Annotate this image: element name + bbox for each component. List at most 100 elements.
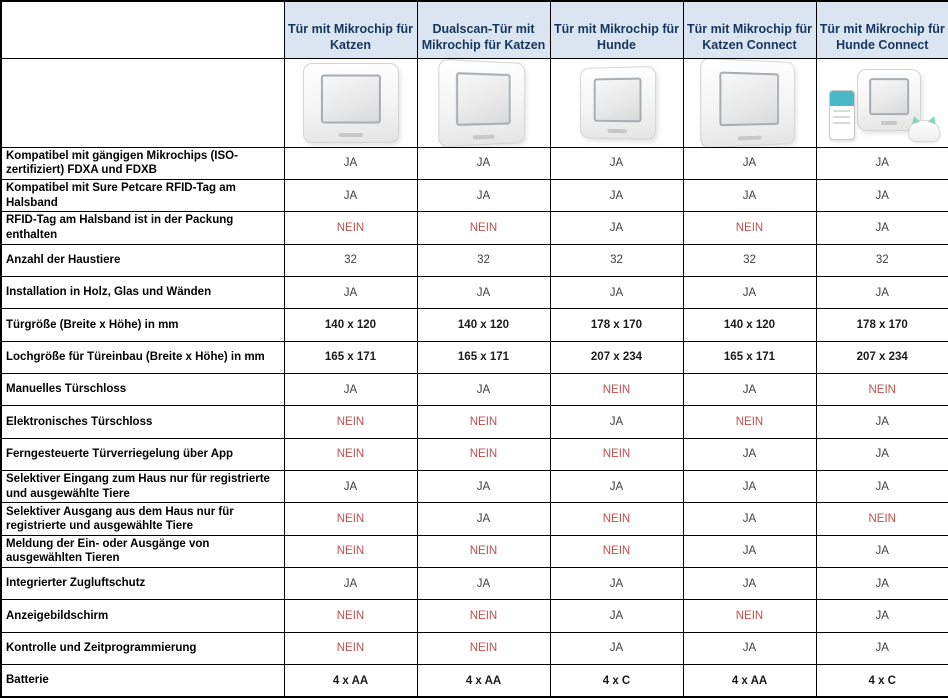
feature-value: JA [549, 631, 684, 666]
feature-value: 207 x 234 [815, 340, 948, 374]
feature-value: 207 x 234 [549, 340, 684, 374]
feature-value: JA [682, 372, 817, 407]
feature-value: NEIN [283, 437, 418, 471]
feature-value: JA [815, 534, 948, 568]
pet-flap-icon [579, 65, 656, 140]
feature-value: JA [549, 211, 684, 245]
feature-value: JA [682, 437, 817, 471]
feature-label: Türgröße (Breite x Höhe) in mm [0, 308, 285, 342]
feature-value: NEIN [815, 372, 948, 407]
feature-value: JA [283, 469, 418, 504]
feature-value: NEIN [416, 437, 551, 471]
feature-value: NEIN [283, 502, 418, 536]
feature-value: NEIN [283, 534, 418, 568]
feature-value: 4 x AA [682, 664, 817, 698]
feature-value: 178 x 170 [815, 308, 948, 342]
feature-value: JA [815, 405, 948, 439]
feature-label: Kompatibel mit Sure Petcare RFID-Tag am … [0, 178, 285, 213]
feature-value: JA [682, 275, 817, 310]
feature-label: Selektiver Eingang zum Haus nur für regi… [0, 469, 285, 504]
app-content-line [833, 109, 850, 112]
feature-value: JA [416, 275, 551, 310]
feature-row: Türgröße (Breite x Höhe) in mm 140 x 120 1… [0, 308, 948, 342]
feature-value: JA [682, 502, 817, 536]
app-content-line [833, 121, 850, 124]
feature-value: JA [815, 275, 948, 310]
feature-value: JA [682, 534, 817, 568]
column-header-4: Tür mit Mikrochip für Katzen Connect [682, 0, 817, 59]
flap-opening [869, 77, 910, 116]
cat-flap-connect-icon [684, 59, 815, 146]
feature-label: Lochgröße für Türeinbau (Breite x Höhe) … [0, 340, 285, 374]
feature-value: NEIN [682, 599, 817, 633]
feature-value: 140 x 120 [416, 308, 551, 342]
feature-row: Ferngesteuerte Türverriegelung über App N… [0, 437, 948, 471]
feature-value: JA [682, 178, 817, 213]
feature-value: JA [283, 372, 418, 407]
feature-value: JA [815, 469, 948, 504]
app-header [829, 90, 854, 106]
feature-label: Batterie [0, 664, 285, 698]
product-image-row [0, 57, 948, 148]
feature-value: JA [682, 469, 817, 504]
feature-value: 165 x 171 [682, 340, 817, 374]
feature-label: Manuelles Türschloss [0, 372, 285, 407]
feature-value: NEIN [416, 534, 551, 568]
feature-value: NEIN [682, 211, 817, 245]
feature-value: JA [682, 146, 817, 180]
feature-value: NEIN [549, 502, 684, 536]
feature-value: JA [815, 178, 948, 213]
comparison-table-body: Kompatibel mit gängigen Mikrochips (ISO-… [0, 146, 948, 698]
pet-flap-icon [699, 59, 795, 146]
feature-value: NEIN [416, 599, 551, 633]
product-image-cell-katzen [283, 57, 418, 148]
feature-value: 32 [283, 243, 418, 277]
pet-flap-icon [437, 59, 525, 146]
feature-row: Anzeigebildschirm NEIN NEIN JA NEIN JA [0, 599, 948, 633]
product-image-cell-hunde-connect [815, 57, 948, 148]
product-image-cell-katzen-connect [682, 57, 817, 148]
flap-latch [881, 120, 898, 125]
header-row: Tür mit Mikrochip für Katzen Dualscan-Tür… [0, 0, 948, 59]
feature-value: 140 x 120 [682, 308, 817, 342]
feature-value: JA [283, 275, 418, 310]
flap-opening [455, 71, 510, 125]
cat-flap-angled-icon [418, 59, 549, 146]
feature-label: Meldung der Ein- oder Ausgänge von ausge… [0, 534, 285, 568]
feature-value: JA [549, 178, 684, 213]
flap-latch [737, 135, 762, 140]
feature-value: NEIN [549, 437, 684, 471]
hub-ear-icon [928, 114, 938, 124]
feature-value: 4 x C [549, 664, 684, 698]
app-content-line [833, 115, 850, 118]
feature-row: Kompatibel mit Sure Petcare RFID-Tag am … [0, 178, 948, 213]
feature-label: RFID-Tag am Halsband ist in der Packung … [0, 211, 285, 245]
feature-value: JA [682, 631, 817, 666]
feature-value: JA [416, 469, 551, 504]
flap-opening [320, 74, 381, 124]
feature-value: JA [416, 372, 551, 407]
column-header-5: Tür mit Mikrochip für Hunde Connect [815, 0, 948, 59]
feature-value: JA [815, 599, 948, 633]
feature-value: JA [549, 146, 684, 180]
feature-value: 32 [416, 243, 551, 277]
feature-label: Kontrolle und Zeitprogrammierung [0, 631, 285, 666]
feature-value: NEIN [416, 405, 551, 439]
feature-value: JA [416, 178, 551, 213]
feature-label: Anzeigebildschirm [0, 599, 285, 633]
feature-value: JA [416, 502, 551, 536]
feature-label: Installation in Holz, Glas und Wänden [0, 275, 285, 310]
feature-value: JA [283, 146, 418, 180]
feature-value: 178 x 170 [549, 308, 684, 342]
dog-flap-angled-icon [551, 60, 682, 146]
feature-value: 32 [549, 243, 684, 277]
feature-value: JA [549, 469, 684, 504]
feature-value: JA [549, 275, 684, 310]
feature-value: JA [416, 566, 551, 601]
feature-row: Meldung der Ein- oder Ausgänge von ausge… [0, 534, 948, 568]
column-header-3: Tür mit Mikrochip für Hunde [549, 0, 684, 59]
feature-label: Elektronisches Türschloss [0, 405, 285, 439]
product-image-cell-hunde [549, 57, 684, 148]
